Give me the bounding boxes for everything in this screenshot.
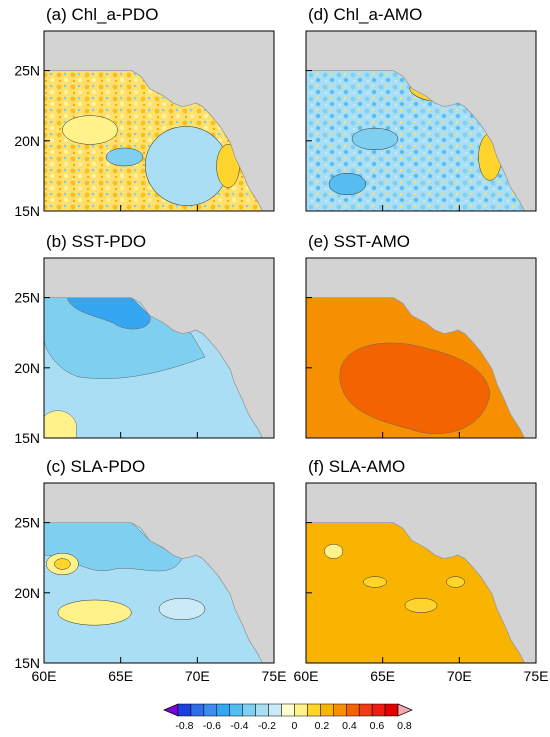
lon-tick-label: 60E: [32, 668, 57, 684]
map-panel-f: (f) SLA-AMO 60E 65E 70E 75E: [294, 457, 549, 684]
lat-tick-label: 25N: [14, 63, 40, 79]
colorbar-box: [371, 703, 386, 717]
lon-tick-label: 65E: [370, 668, 395, 684]
panel-frame: [305, 30, 537, 212]
panel-frame: [43, 30, 275, 212]
ocean-field: [306, 522, 525, 663]
lat-tick-label: 15N: [14, 430, 40, 446]
map-panel-b: (b) SST-PDO 25N 20N 15N: [14, 232, 275, 446]
colorbar-tick-label: -0.8: [175, 720, 193, 732]
colorbar-box: [242, 703, 256, 717]
map-panel-d: (d) Chl_a-AMO: [305, 5, 537, 212]
panel-frame: [305, 482, 537, 664]
colorbar-tick-label: 0.6: [370, 720, 385, 732]
colorbar-box: [320, 703, 334, 717]
panel-title: (e) SST-AMO: [308, 232, 410, 251]
colorbar-box: [268, 703, 282, 717]
panel-title: (b) SST-PDO: [46, 232, 146, 251]
lon-tick-label: 75E: [262, 668, 287, 684]
panel-frame: [305, 257, 537, 439]
lat-tick-label: 20N: [14, 585, 40, 601]
lat-tick-label: 15N: [14, 203, 40, 219]
colorbar-box: [229, 703, 243, 717]
lat-tick-label: 25N: [14, 515, 40, 531]
map-panel-e: (e) SST-AMO: [305, 232, 537, 439]
colorbar-tick-label: -0.6: [203, 720, 221, 732]
lon-tick-label: 70E: [447, 668, 472, 684]
panel-title: (f) SLA-AMO: [308, 457, 405, 476]
colorbar-box: [345, 703, 360, 717]
lon-tick-label: 60E: [294, 668, 319, 684]
colorbar-min-arrow: [163, 703, 179, 717]
panel-frame: [43, 257, 275, 439]
colorbar-tick-label: 0: [292, 720, 298, 732]
colorbar-box: [203, 703, 218, 717]
lat-tick-label: 15N: [14, 655, 40, 671]
colorbar: -0.8 -0.6 -0.4 -0.2 0 0.2 0.4 0.6 0.8: [163, 703, 413, 732]
colorbar-box: [358, 703, 373, 717]
panel-title: (c) SLA-PDO: [46, 457, 145, 476]
land-mask: [44, 258, 274, 438]
lon-tick-label: 65E: [108, 668, 133, 684]
colorbar-tick-label: -0.4: [230, 720, 248, 732]
map-panel-a: (a) Chl_a-PDO 25N 20N 15N: [14, 5, 275, 219]
lat-tick-label: 25N: [14, 290, 40, 306]
colorbar-tick-label: 0.8: [397, 720, 412, 732]
ocean-field: [306, 70, 525, 211]
land-mask: [44, 31, 274, 211]
colorbar-tick-label: 0.2: [315, 720, 330, 732]
colorbar-box: [294, 703, 308, 717]
colorbar-box: [190, 703, 205, 717]
lat-tick-label: 20N: [14, 360, 40, 376]
lon-tick-label: 70E: [185, 668, 210, 684]
colorbar-box: [281, 703, 295, 717]
colorbar-max-arrow: [397, 703, 413, 717]
land-mask: [44, 483, 274, 663]
land-mask: [306, 258, 536, 438]
colorbar-tick-label: 0.4: [342, 720, 357, 732]
panel-title: (a) Chl_a-PDO: [46, 5, 158, 24]
lat-tick-label: 20N: [14, 133, 40, 149]
colorbar-box: [384, 703, 399, 717]
colorbar-box: [177, 703, 192, 717]
colorbar-box: [255, 703, 269, 717]
colorbar-box: [216, 703, 231, 717]
land-mask: [306, 31, 536, 211]
lon-tick-label: 75E: [524, 668, 549, 684]
panel-title: (d) Chl_a-AMO: [308, 5, 422, 24]
land-mask: [306, 483, 536, 663]
colorbar-tick-label: -0.2: [258, 720, 276, 732]
colorbar-box: [307, 703, 321, 717]
colorbar-box: [333, 703, 347, 717]
panel-frame: [43, 482, 275, 664]
